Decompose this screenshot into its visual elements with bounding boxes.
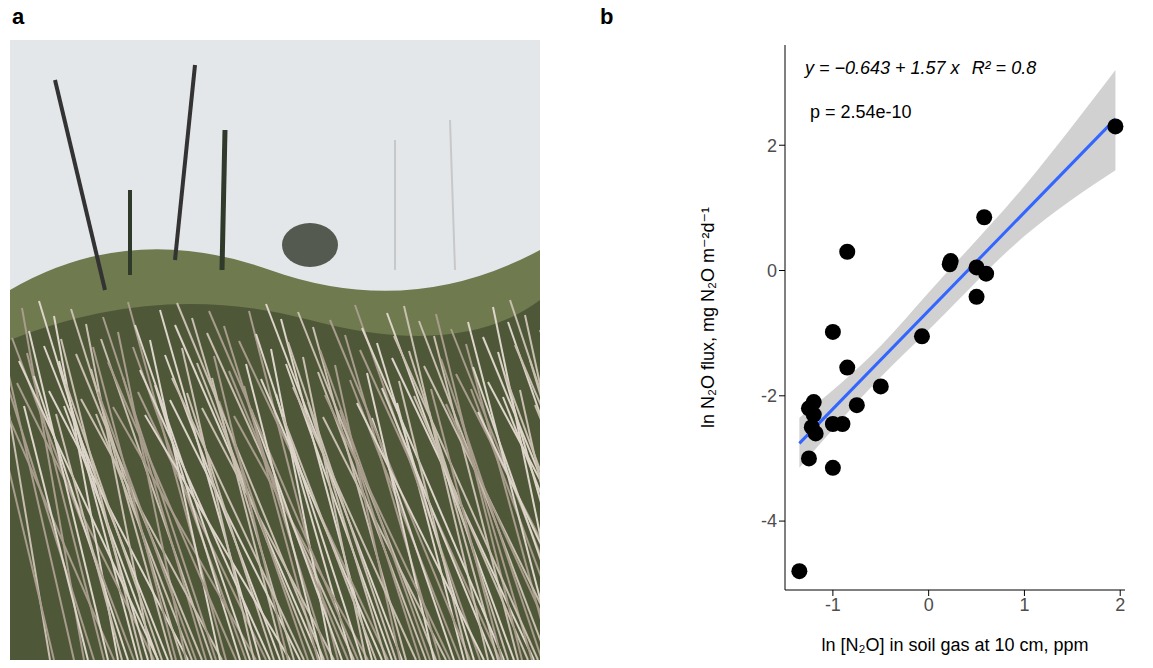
- html-text:y = −0.643 + 1.57 x: y = −0.643 + 1.57 x: [805, 58, 960, 78]
- svg-text:2: 2: [767, 136, 777, 156]
- html-text:R² = 0.8: R² = 0.8: [971, 58, 1037, 78]
- svg-text:-1: -1: [825, 595, 841, 615]
- html-text:p = 2.54e-10: p = 2.54e-10: [810, 102, 912, 122]
- svg-text:2: 2: [1115, 595, 1125, 615]
- html-text:b: b: [600, 4, 614, 29]
- svg-text:0: 0: [767, 261, 777, 281]
- svg-text:ln [N₂O] in soil gas at 10 cm,: ln [N₂O] in soil gas at 10 cm, ppm: [821, 635, 1088, 655]
- svg-text:-2: -2: [761, 386, 777, 406]
- svg-text:1: 1: [1019, 595, 1029, 615]
- svg-text:-4: -4: [761, 511, 777, 531]
- html-text:a: a: [12, 4, 25, 29]
- svg-text:0: 0: [924, 595, 934, 615]
- svg-text:ln N₂O flux, mg N₂O m⁻²d⁻¹: ln N₂O flux, mg N₂O m⁻²d⁻¹: [698, 207, 718, 428]
